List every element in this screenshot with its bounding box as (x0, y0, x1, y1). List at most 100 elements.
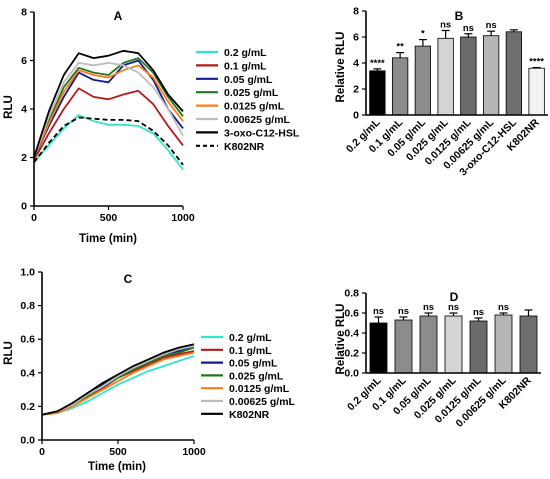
panel-d-bar-0-0125-g-ml (469, 320, 488, 374)
panel-a-ytick-label: 0 (21, 201, 27, 213)
panel-d-significance-label: ns (473, 307, 484, 318)
panel-d-ytick-label: 0.4 (344, 328, 359, 340)
panel-d-significance-label: ns (498, 302, 509, 313)
panel-b-bar-0-2-g-ml (369, 70, 386, 116)
panel-d-significance-label: ns (423, 302, 434, 313)
legend-label-0-0125-g-ml: 0.0125 g/mL (224, 101, 285, 113)
panel-a-legend: 0.2 g/mL0.1 g/mL 0.05 g/mL0.025 g/mL 0.012… (196, 47, 300, 153)
panel-b-ytick-label: 0 (353, 110, 359, 122)
panel-c-ytick-label: 0.8 (20, 300, 35, 312)
panel-a-series-0-1-g-ml (33, 87, 184, 161)
panel-a-series-k802nr (33, 116, 184, 166)
panel-a-series-0-0125-g-ml (33, 64, 184, 158)
panel-d-bar-0-025-g-ml (444, 315, 463, 374)
panel-c-xtick-label: 0 (39, 446, 45, 458)
legend-label-0-1-g-ml: 0.1 g/mL (224, 60, 267, 72)
panel-c-plot: 0.0 0.2 0.4 0.6 0.8 1.0 0 500 1000 (20, 267, 205, 459)
panel-a-ytick-label: 6 (21, 55, 27, 67)
panel-d-significance-label: ns (448, 302, 459, 313)
panel-a-ytick-label: 8 (21, 7, 27, 19)
panel-d-ytick-label: 0.6 (344, 308, 359, 320)
panel-d-ytick-label: 0.0 (344, 368, 359, 380)
panel-d-ytick-label: 0.8 (344, 288, 359, 300)
panel-c-ytick-label: 0.0 (20, 435, 35, 447)
panel-c-series-0-2-g-ml (41, 355, 195, 416)
panel-c-series-0-00625-g-ml (41, 345, 195, 416)
panel-d-bar-k802nr (519, 315, 538, 374)
panel-b-bar-0-0125-g-ml (460, 36, 477, 116)
legend-label-k802nr: K802NR (229, 409, 270, 421)
panel-b-bar-0-1-g-ml (391, 57, 409, 116)
panel-c-series-k802nr (41, 343, 195, 416)
panel-d-significance-label: ns (373, 306, 384, 317)
panel-b-significance-label: ns (463, 23, 474, 34)
panel-a-title: A (114, 9, 123, 23)
legend-label-0-05-g-ml: 0.05 g/mL (224, 74, 273, 86)
legend-label-0-2-g-ml: 0.2 g/mL (229, 332, 272, 344)
panel-b-ytick-label: 4 (353, 58, 359, 70)
panel-c-series-0-0125-g-ml (41, 351, 195, 416)
panel-d-bar-0-00625-g-ml (494, 314, 513, 374)
panel-b-title: B (455, 9, 464, 23)
panel-c: C RLU Time (min) 0.0 0.2 0.4 0.6 0.8 1.0 0 500 1… (3, 267, 296, 474)
legend-label-0-0125-g-ml: 0.0125 g/mL (229, 383, 290, 395)
panel-a-ylabel: RLU (3, 95, 15, 119)
panel-d-bar-0-2-g-ml (369, 322, 388, 374)
panel-c-ytick-label: 0.4 (20, 367, 35, 379)
panel-a-ytick-label: 2 (21, 152, 27, 164)
panel-a-series-0-00625-g-ml (33, 62, 184, 158)
legend-label-0-025-g-ml: 0.025 g/mL (229, 370, 284, 382)
panel-b-ylabel: Relative RLU (335, 32, 347, 103)
panel-d-ylabel: Relative RLU (335, 304, 347, 375)
legend-label-k802nr: K802NR (224, 141, 265, 153)
panel-a-xtick-label: 0 (31, 212, 37, 224)
panel-b-ytick-label: 8 (353, 6, 359, 18)
panel-d-bar-0-05-g-ml (419, 315, 438, 374)
panel-a-series-0-05-g-ml (33, 59, 184, 158)
legend-label-0-025-g-ml: 0.025 g/mL (224, 87, 279, 99)
panel-b-bar-0-00625-g-ml (482, 35, 500, 116)
panel-c-series-0-1-g-ml (41, 350, 195, 416)
panel-b-significance-label: ** (396, 42, 404, 53)
panel-d-title: D (450, 290, 459, 304)
legend-label-0-05-g-ml: 0.05 g/mL (229, 358, 278, 370)
panel-a-series-0-025-g-ml (33, 57, 184, 158)
panel-c-xtick-label: 1000 (182, 446, 206, 458)
panel-d-ytick-label: 0.2 (344, 348, 359, 360)
legend-label-0-2-g-ml: 0.2 g/mL (224, 47, 267, 59)
panel-b-significance-label: **** (529, 57, 544, 68)
panel-c-xlabel: Time (min) (88, 461, 146, 473)
panel-c-ytick-label: 0.6 (20, 334, 35, 346)
legend-label-0-00625-g-ml: 0.00625 g/mL (229, 396, 296, 408)
legend-label-3-oxo-c12-hsl: 3-oxo-C12-HSL (224, 127, 300, 139)
panel-c-ytick-label: 0.2 (20, 401, 35, 413)
panel-c-ytick-label: 1.0 (20, 267, 35, 279)
panel-b-bar-0-05-g-ml (414, 45, 432, 116)
panel-a-ytick-label: 4 (21, 104, 27, 116)
panel-b-plot: ****0.2 g/mL**0.1 g/mL*0.05 g/mLns0.025 … (344, 6, 548, 178)
panel-b-bar-k802nr (528, 67, 545, 116)
panel-b: B Relative RLU ****0.2 g/mL**0.1 g/mL*0.… (335, 6, 548, 178)
panel-a-series-0-2-g-ml (33, 114, 184, 171)
panel-b-bar-3-oxo-c12-hsl (505, 31, 523, 116)
panel-c-legend: 0.2 g/mL0.1 g/mL0.05 g/mL0.025 g/mL0.012… (201, 332, 296, 421)
panel-d-significance-label: ns (398, 306, 409, 317)
panel-a-series-3-oxo-c12-hsl (33, 49, 184, 158)
panel-b-significance-label: ns (486, 20, 497, 31)
panel-c-title: C (124, 272, 133, 286)
panel-b-ytick-label: 6 (353, 32, 359, 44)
panel-b-significance-label: **** (370, 58, 385, 69)
panel-b-significance-label: ns (440, 20, 451, 31)
panel-a-plot: 0 2 4 6 8 0 500 1000 (21, 7, 195, 225)
legend-label-0-00625-g-ml: 0.00625 g/mL (224, 114, 291, 126)
panel-b-bar-0-025-g-ml (437, 37, 454, 116)
panel-a-xlabel: Time (min) (79, 233, 137, 245)
legend-label-0-1-g-ml: 0.1 g/mL (229, 345, 272, 357)
panel-a-xtick-label: 500 (100, 212, 118, 224)
panel-d-bar-0-1-g-ml (394, 319, 413, 374)
panel-b-significance-label: * (421, 29, 425, 40)
